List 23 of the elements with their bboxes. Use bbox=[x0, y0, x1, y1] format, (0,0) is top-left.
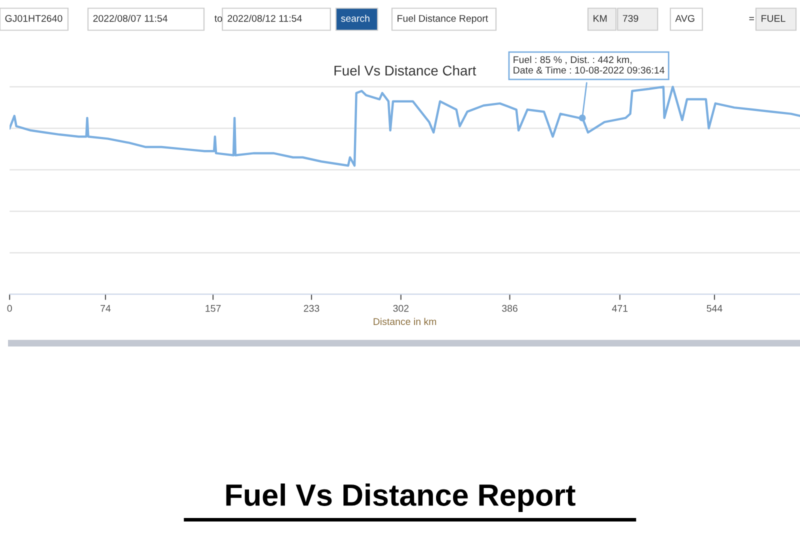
chart-title: Fuel Vs Distance Chart bbox=[334, 65, 476, 76]
x-tick-label: 233 bbox=[304, 304, 320, 312]
x-tick-label: 302 bbox=[393, 304, 409, 312]
text: Fuel Distance Report bbox=[398, 14, 488, 24]
text: 2022/08/12 11:54 bbox=[228, 14, 302, 22]
text: FUEL bbox=[762, 15, 786, 22]
text: 739 bbox=[622, 14, 638, 22]
text: = bbox=[749, 16, 754, 20]
x-tick-label: 544 bbox=[706, 305, 722, 312]
text: 2022/08/07 11:54 bbox=[93, 14, 168, 22]
text: KM bbox=[594, 15, 607, 22]
text: Fuel Vs Distance Report bbox=[226, 484, 576, 512]
text: AVG bbox=[675, 14, 694, 22]
text: to bbox=[214, 15, 222, 22]
x-axis-title: Distance in km bbox=[374, 318, 436, 326]
text: search bbox=[341, 14, 370, 22]
x-tick-label: 471 bbox=[612, 305, 628, 312]
x-tick-label: 0 bbox=[7, 304, 12, 312]
x-tick-label: 386 bbox=[502, 304, 518, 312]
x-tick-label: 157 bbox=[206, 305, 221, 312]
annotation: Fuel : 85 % , Dist. : 442 km, Date & Time : 10-08-2022 09:36:14 bbox=[514, 56, 664, 74]
x-tick-label: 74 bbox=[100, 305, 111, 312]
text: GJ01HT2640 bbox=[5, 14, 62, 22]
